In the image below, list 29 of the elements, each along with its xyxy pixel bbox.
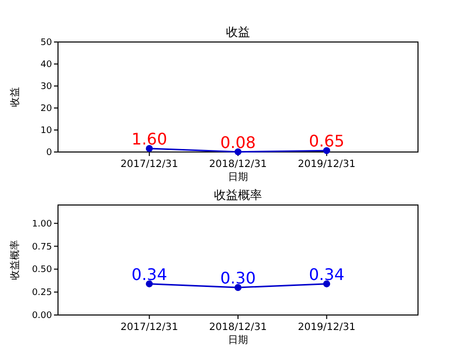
text: 0.08 (220, 132, 256, 152)
y-tick-label: 30 (40, 82, 52, 92)
x-axis-title: 日期 (228, 171, 248, 183)
x-tick-label: 2018/12/31 (209, 322, 267, 333)
x-tick-label: 2017/12/31 (120, 159, 178, 170)
y-axis-title: 收益 (9, 87, 21, 107)
text: 0.30 (220, 268, 256, 288)
text: 0.34 (308, 264, 344, 284)
y-tick-label: 10 (40, 126, 52, 136)
y-tick-label: 20 (40, 104, 52, 114)
y-tick-label: 0.75 (32, 242, 52, 252)
text: 0.34 (132, 264, 168, 284)
y-tick-label: 0.50 (32, 265, 52, 276)
chart-title: 收益概率 (214, 188, 262, 202)
x-tick-label: 2019/12/31 (298, 322, 356, 333)
y-tick-label: 0.25 (32, 288, 52, 298)
chart-title: 收益 (226, 25, 250, 39)
y-tick-label: 1.00 (32, 219, 52, 230)
x-tick-label: 2017/12/31 (120, 322, 178, 333)
y-tick-label: 50 (40, 38, 52, 48)
y-tick-label: 0 (46, 148, 52, 158)
x-tick-label: 2019/12/31 (298, 159, 356, 170)
y-axis-title: 收益概率 (9, 240, 21, 280)
y-tick-label: 40 (40, 60, 52, 70)
y-tick-label: 0.00 (32, 311, 52, 321)
x-axis-title: 日期 (228, 334, 248, 346)
x-tick-label: 2018/12/31 (209, 159, 267, 170)
text: 1.60 (132, 129, 168, 148)
text: 0.65 (308, 132, 344, 151)
